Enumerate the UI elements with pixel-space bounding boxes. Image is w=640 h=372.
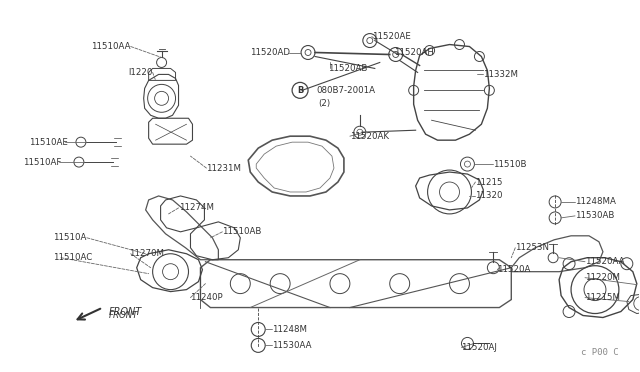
Text: FRONT: FRONT — [109, 307, 142, 317]
Text: 11248MA: 11248MA — [575, 198, 616, 206]
Text: 11510AF: 11510AF — [23, 158, 61, 167]
Text: 11520AK: 11520AK — [350, 132, 389, 141]
Text: B: B — [297, 86, 303, 95]
Text: 11253N: 11253N — [515, 243, 549, 252]
Text: 11215: 11215 — [476, 177, 503, 186]
Text: 11530AA: 11530AA — [272, 341, 312, 350]
Text: 11520AA: 11520AA — [585, 257, 625, 266]
Text: 11332M: 11332M — [483, 70, 518, 79]
Text: 11520A: 11520A — [497, 265, 531, 274]
Text: 11520AB: 11520AB — [328, 64, 367, 73]
Text: 11510AE: 11510AE — [29, 138, 68, 147]
Text: 11274M: 11274M — [179, 203, 214, 212]
Text: 11220M: 11220M — [585, 273, 620, 282]
Text: 11240P: 11240P — [191, 293, 223, 302]
Text: 11510AB: 11510AB — [222, 227, 262, 236]
Text: 080B7-2001A: 080B7-2001A — [316, 86, 375, 95]
Text: FRONT: FRONT — [109, 311, 138, 320]
Text: 11520AE: 11520AE — [372, 32, 411, 41]
Text: 11248M: 11248M — [272, 325, 307, 334]
Text: 11320: 11320 — [476, 192, 503, 201]
Text: 11510A: 11510A — [54, 233, 87, 242]
Text: c P00 C: c P00 C — [581, 348, 619, 357]
Text: 11520AD: 11520AD — [250, 48, 290, 57]
Text: (2): (2) — [318, 99, 330, 108]
Text: 11520AJ: 11520AJ — [461, 343, 497, 352]
Text: 11510AC: 11510AC — [53, 253, 92, 262]
Text: 11231M: 11231M — [207, 164, 241, 173]
Text: 11530AB: 11530AB — [575, 211, 614, 220]
Text: 11510AA: 11510AA — [92, 42, 131, 51]
Text: 11510B: 11510B — [493, 160, 527, 169]
Text: 11520AH: 11520AH — [394, 48, 433, 57]
Text: l1220: l1220 — [128, 68, 152, 77]
Text: 11270M: 11270M — [129, 249, 164, 258]
Text: 11215M: 11215M — [585, 293, 620, 302]
